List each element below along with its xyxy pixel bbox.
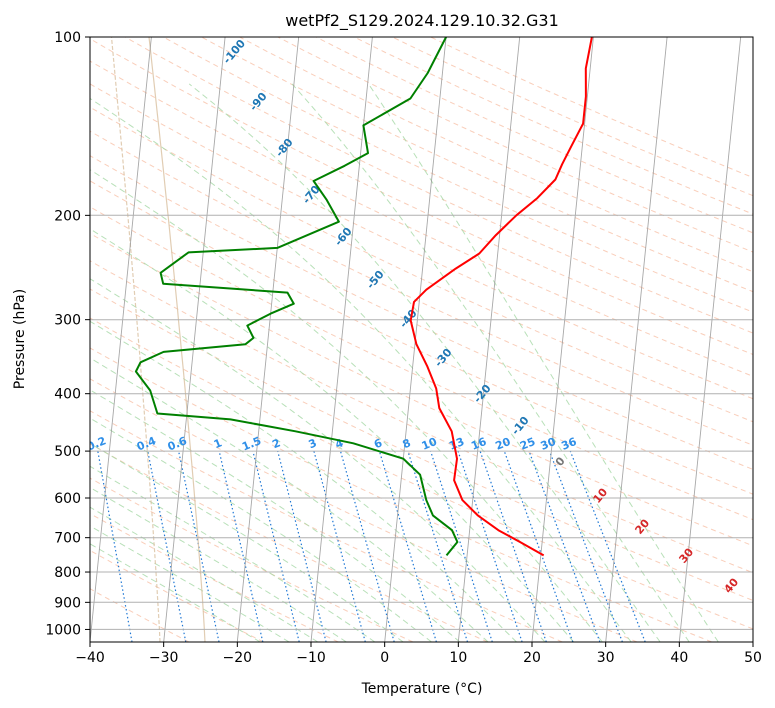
y-tick-label: 600 — [54, 491, 81, 507]
isotherm-line — [90, 37, 152, 642]
moist-adiabat — [90, 525, 290, 642]
plot-area: -100-90-80-70-60-50-40-30-20-10010203040… — [90, 37, 753, 642]
isotherm-line — [605, 37, 668, 642]
dry-adiabat — [90, 410, 563, 642]
x-tick-label: −20 — [223, 650, 253, 666]
mixing-ratio-line — [430, 450, 493, 642]
moist-adiabat — [90, 228, 574, 642]
mixing-ratio-line — [503, 450, 574, 642]
dry-adiabat — [124, 37, 753, 334]
x-tick-label: 50 — [744, 650, 762, 666]
isotherm-line — [163, 37, 226, 642]
mixing-ratio-line — [339, 450, 395, 642]
decorative-curve — [110, 37, 161, 642]
mixing-ratio-label: 2 — [270, 436, 282, 451]
dry-adiabat — [90, 288, 753, 601]
mixing-ratio-line — [378, 450, 437, 642]
mixing-ratio-line — [407, 450, 469, 642]
x-tick-label: 10 — [449, 650, 467, 666]
x-tick-label: 0 — [380, 650, 389, 666]
mixing-ratio-line — [457, 450, 523, 642]
decorative-curve — [148, 37, 206, 642]
mixing-ratio-label: 13 — [447, 435, 466, 453]
moist-adiabat — [90, 442, 404, 642]
dry-adiabat — [90, 347, 712, 642]
moist-adiabat — [291, 83, 690, 642]
temperature-profile-line — [409, 37, 593, 557]
mixing-ratio-line — [178, 450, 220, 642]
y-tick-label: 400 — [54, 387, 81, 403]
x-tick-label: −40 — [75, 650, 105, 666]
x-axis: −40 −30 −20 −10 0 10 20 30 40 50 — [75, 642, 762, 666]
dry-adiabat — [90, 60, 753, 377]
dry-adiabat — [90, 130, 753, 446]
mixing-ratio-line — [277, 450, 327, 642]
x-tick-label: −30 — [149, 650, 179, 666]
dry-adiabat — [90, 260, 753, 574]
x-tick-label: 20 — [523, 650, 541, 666]
dry-adiabat — [90, 180, 753, 495]
mixing-ratio-label: 16 — [469, 435, 488, 453]
y-tick-label: 500 — [54, 444, 81, 460]
mixing-ratio-label: 1 — [212, 436, 224, 451]
dry-adiabat — [162, 37, 753, 313]
dry-adiabat — [90, 549, 264, 642]
y-tick-label: 700 — [54, 531, 81, 547]
mixing-ratio-label: 10 — [420, 435, 439, 453]
mixing-ratio-label: 25 — [518, 435, 537, 453]
x-tick-label: 40 — [670, 650, 688, 666]
grid-lines — [90, 37, 753, 642]
moist-adiabat — [90, 97, 632, 642]
dry-adiabat — [90, 477, 414, 642]
moist-adiabat — [90, 169, 603, 642]
y-tick-label: 300 — [54, 313, 81, 329]
dry-adiabat — [90, 378, 638, 642]
y-axis-title: Pressure (hPa) — [12, 289, 28, 389]
y-tick-label: 1000 — [45, 622, 81, 638]
moist-adiabat — [90, 543, 261, 642]
mixing-ratio-line — [252, 450, 300, 642]
isotherm-line — [678, 37, 742, 642]
mixing-ratio-label: 36 — [559, 435, 578, 453]
mixing-ratio-label: 8 — [401, 436, 413, 451]
mixing-ratio-line — [479, 450, 547, 642]
chart-title: wetPf2_S129.2024.129.10.32.G31 — [285, 11, 559, 31]
dewpoint-profile-line — [134, 37, 459, 557]
mixing-ratio-line — [147, 450, 187, 642]
mixing-ratio-label: 3 — [307, 436, 319, 451]
isotherm-line — [310, 37, 373, 642]
mixing-ratio-label: 30 — [539, 435, 558, 453]
moist-adiabat — [90, 417, 432, 642]
mixing-ratio-label: 20 — [493, 435, 512, 453]
y-tick-label: 100 — [54, 30, 81, 46]
moist-adiabat — [90, 389, 461, 642]
dry-adiabat — [90, 588, 190, 642]
y-tick-label: 200 — [54, 208, 81, 224]
y-tick-label: 800 — [54, 565, 81, 581]
plot-frame — [89, 36, 754, 643]
dry-adiabat — [90, 443, 488, 642]
x-tick-label: −10 — [296, 650, 326, 666]
moist-adiabat — [90, 465, 376, 642]
mixing-ratio-line — [218, 450, 264, 642]
moist-adiabat — [90, 357, 489, 642]
x-axis-title: Temperature (°C) — [361, 681, 483, 697]
series-lines — [134, 37, 593, 557]
moist-adiabat — [90, 486, 347, 642]
y-tick-label: 900 — [54, 595, 81, 611]
isotherm-line — [236, 37, 300, 642]
moist-adiabat — [188, 83, 661, 642]
mixing-ratio-line — [97, 450, 133, 642]
x-tick-label: 30 — [597, 650, 615, 666]
isotherm-line — [531, 37, 594, 642]
background-lines — [90, 37, 753, 642]
isotherm-line — [457, 37, 521, 642]
y-axis: 1000 900 800 700 600 500 400 300 200 100 — [45, 30, 90, 638]
mixing-ratio-line — [313, 450, 366, 642]
moist-adiabat — [90, 278, 546, 642]
